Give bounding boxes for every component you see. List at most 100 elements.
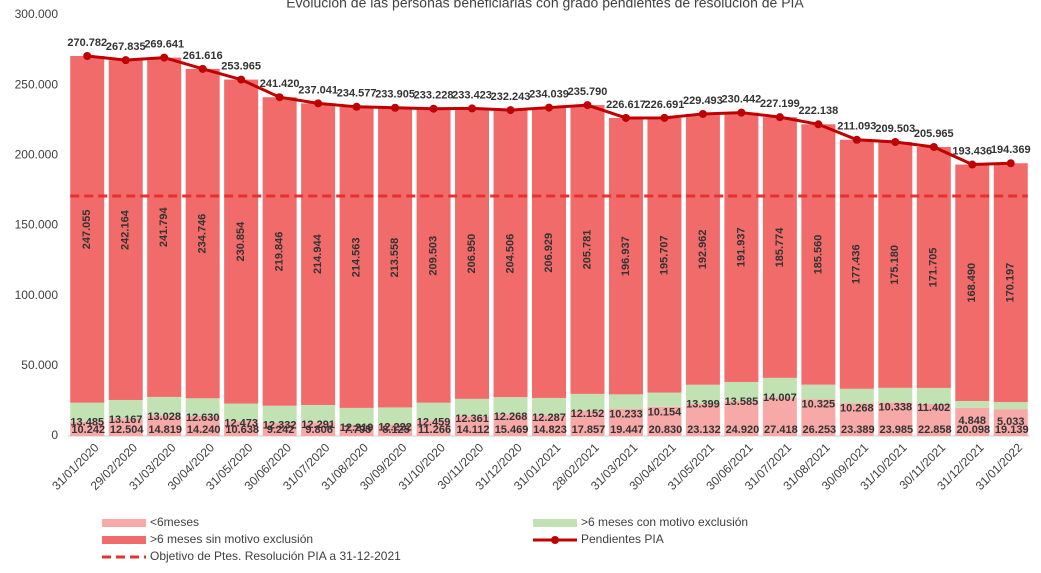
bar-segment (262, 423, 297, 436)
bar-segment (570, 105, 605, 394)
data-label: 242.164 (120, 209, 132, 250)
legend-label: >6 meses con motivo exclusión (581, 515, 748, 529)
line-marker (237, 75, 246, 84)
data-label: 24.920 (726, 424, 760, 436)
data-label: 23.132 (687, 424, 721, 436)
data-label: 9.242 (267, 424, 295, 436)
data-label: 10.233 (609, 408, 643, 420)
data-label: 235.790 (568, 86, 608, 98)
data-label: 222.138 (798, 105, 838, 117)
data-label: 205.781 (581, 230, 593, 270)
data-label: 206.950 (466, 234, 478, 274)
legend-swatch (533, 519, 577, 527)
bar-segment (878, 387, 913, 403)
legend-label: Objetivo de Ptes. Resolución PIA a 31-12… (150, 549, 401, 563)
bar-segment (262, 97, 297, 406)
bar-segment (608, 408, 643, 436)
bar-segment (147, 57, 182, 397)
data-label: 230.854 (235, 221, 247, 262)
y-tick-label: 200.000 (15, 148, 59, 162)
data-label: 22.858 (918, 424, 952, 436)
bar-segment (608, 117, 643, 395)
bar-segment (455, 108, 490, 399)
bar-segment (493, 110, 528, 398)
bar-segment (70, 421, 105, 436)
data-label: 234.039 (529, 88, 569, 100)
data-label: 23.389 (841, 424, 875, 436)
data-label: 168.490 (966, 263, 978, 303)
data-label: 19.139 (995, 424, 1029, 436)
data-label: 20.098 (956, 424, 990, 436)
data-label: 14.112 (457, 424, 490, 436)
bar-segment (685, 403, 720, 436)
bar-segment (955, 164, 990, 401)
data-label: 10.338 (878, 402, 912, 414)
bar-segment (532, 415, 566, 436)
data-label: 12.332 (263, 420, 297, 432)
line-marker (391, 103, 400, 112)
line-marker (660, 113, 669, 122)
bar-segment (839, 388, 874, 404)
bar-segment (955, 400, 990, 408)
data-label: 10.325 (802, 399, 836, 411)
line-marker (198, 64, 207, 73)
bar-segment (762, 377, 797, 398)
data-label: 269.641 (144, 39, 184, 51)
line-marker (852, 135, 861, 144)
bar-segment (301, 422, 336, 436)
data-label: 192.962 (697, 229, 709, 269)
data-label: 253.965 (221, 61, 261, 73)
line-marker (352, 102, 361, 111)
legend-label: <6meses (150, 515, 199, 529)
y-tick-label: 50.000 (21, 358, 58, 372)
bar-segment (339, 425, 374, 436)
data-label: 13.485 (70, 417, 104, 429)
bar-segment (993, 402, 1028, 410)
data-label: 13.167 (109, 414, 143, 426)
line-marker (775, 113, 784, 122)
bar-segment (878, 402, 913, 436)
line-marker (621, 113, 630, 122)
line-marker (545, 103, 553, 112)
bar-segment (378, 107, 413, 408)
data-label: 229.493 (683, 95, 723, 107)
data-label: 194.369 (991, 144, 1031, 156)
bar-segment (455, 398, 490, 417)
y-tick-label: 250.000 (15, 77, 59, 91)
bar-segment (108, 418, 143, 436)
data-label: 185.774 (774, 227, 786, 268)
bar-segment (532, 107, 566, 398)
data-label: 12.219 (340, 422, 374, 434)
data-label: 12.459 (417, 417, 451, 429)
bar-segment (608, 394, 643, 409)
data-label: 241.420 (260, 78, 300, 90)
data-label: 177.436 (851, 244, 863, 284)
bar-segment (993, 409, 1028, 436)
data-label: 26.253 (803, 424, 837, 436)
bar-segment (685, 384, 720, 404)
data-label: 12.630 (186, 412, 220, 424)
chart-title: Evolución de las personas beneficiarias … (286, 0, 804, 11)
data-label: 193.436 (952, 145, 992, 157)
data-label: 209.503 (875, 123, 915, 135)
bar-segment (801, 124, 836, 385)
bar-segment (339, 106, 374, 408)
data-label: 8.125 (382, 424, 410, 436)
data-label: 226.691 (645, 99, 685, 111)
data-label: 233.228 (414, 90, 454, 102)
legend-swatch (102, 519, 146, 527)
bar-segment (108, 60, 143, 400)
data-label: 175.180 (889, 245, 901, 285)
y-tick-label: 100.000 (15, 288, 59, 302)
line-marker (121, 56, 130, 65)
data-label: 209.503 (427, 236, 439, 276)
data-label: 232.243 (491, 91, 531, 103)
bar-segment (724, 381, 759, 402)
data-label: 185.560 (812, 235, 824, 275)
legend-swatch (102, 536, 146, 544)
data-label: 233.905 (375, 89, 415, 101)
bar-segment (570, 410, 605, 436)
data-label: 234.577 (337, 88, 377, 100)
line-marker (737, 108, 746, 117)
